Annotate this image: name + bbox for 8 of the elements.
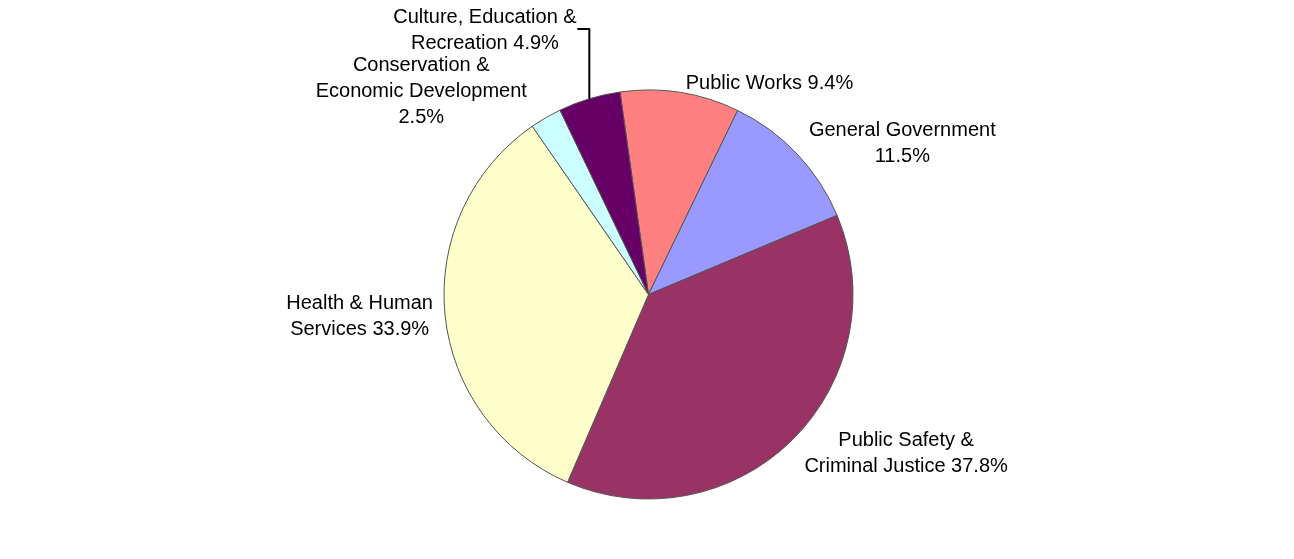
slice-label: Culture, Education & Recreation 4.9% (393, 4, 578, 53)
slice-label: Conservation & Economic Development (315, 52, 528, 101)
slice-label: Public Safety & Criminal Justice 37.8% (804, 427, 1009, 476)
slice-label: Health & Human Services 33.9% (286, 290, 433, 339)
data-label: 2.5% (398, 104, 445, 127)
slice-label: General Government (808, 118, 997, 141)
data-label: 11.5% (874, 144, 931, 167)
slice-label: Public Works 9.4% (685, 70, 854, 93)
